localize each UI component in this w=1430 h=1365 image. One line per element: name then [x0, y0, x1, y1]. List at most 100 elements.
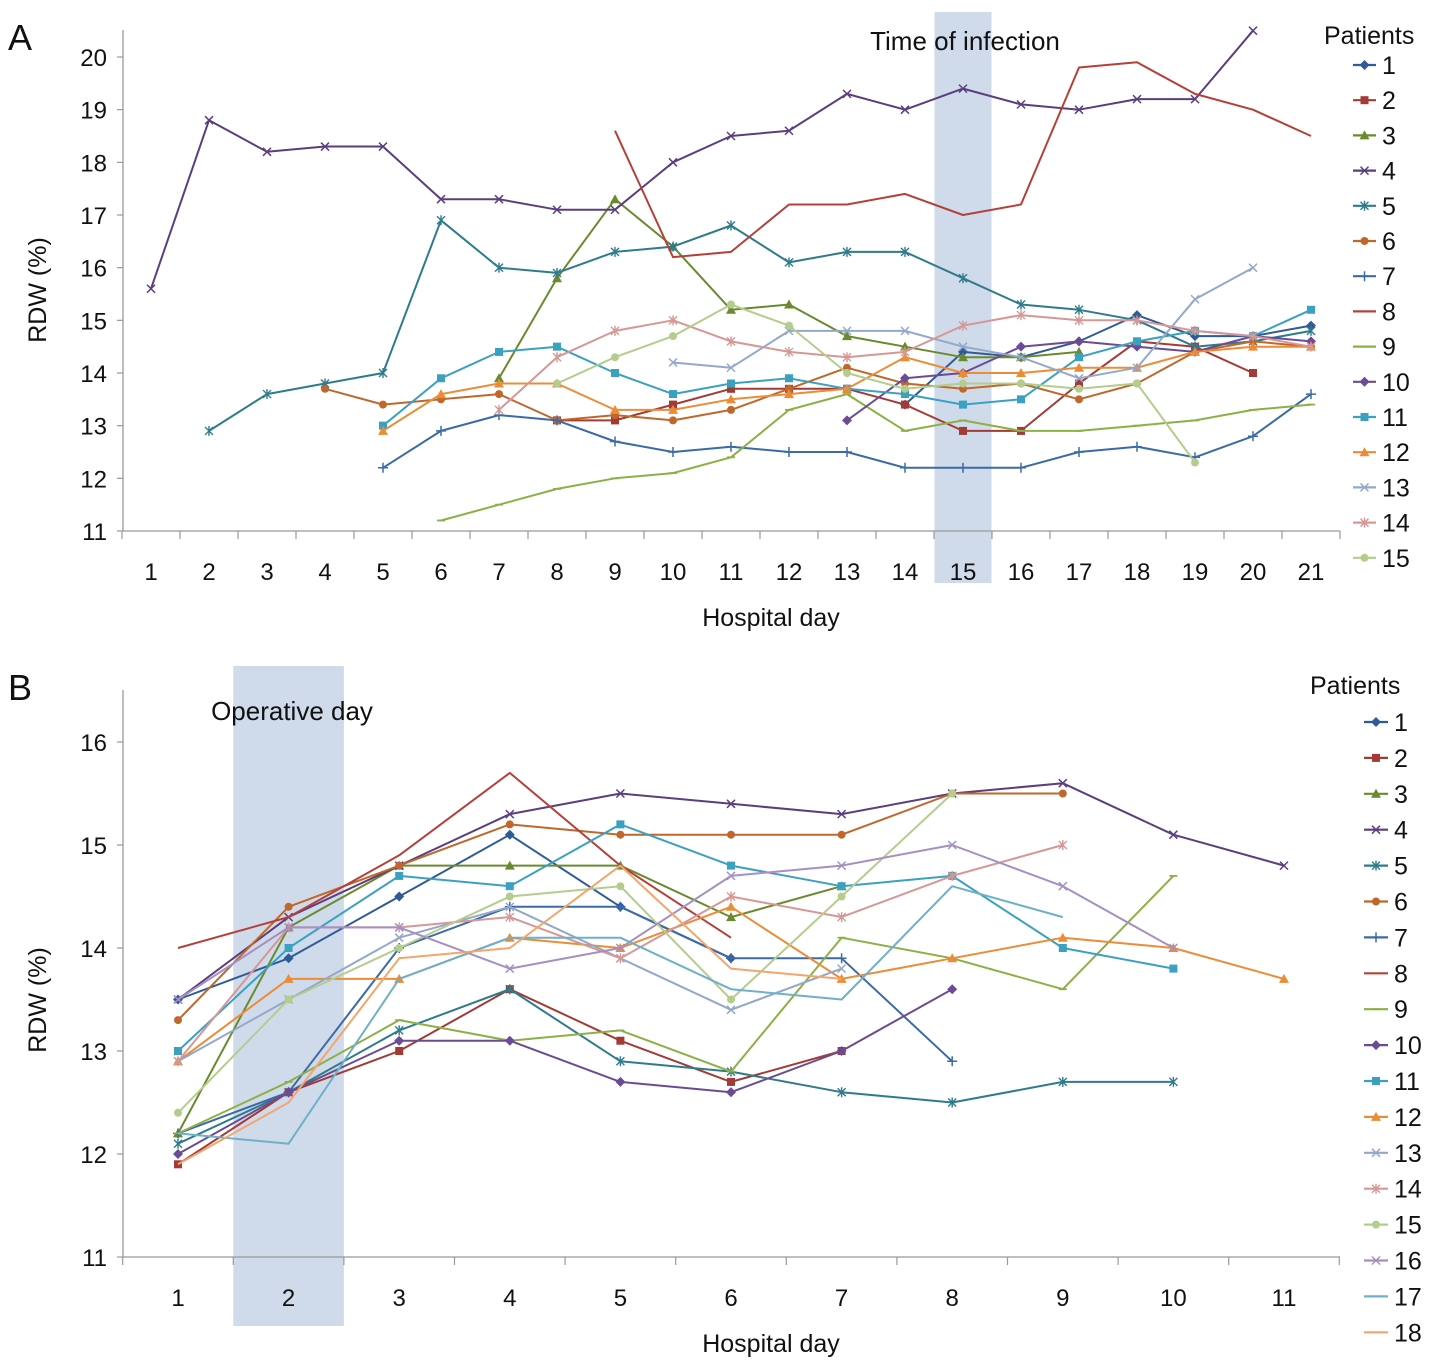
panel-b-legend-item-16: 16: [1364, 1248, 1422, 1276]
panel-a-series-11-point: [727, 379, 735, 388]
panel-a-series-7-point: [784, 447, 794, 457]
panel-b-series-16-point: [284, 922, 294, 932]
panel-b-series-15: [174, 789, 957, 1117]
panel-a-letter: A: [8, 17, 32, 58]
panel-a-series-11-point: [1133, 337, 1141, 346]
panel-a-series-4-point: [958, 84, 968, 94]
panel-a-series-14-point: [1132, 315, 1142, 326]
panel-b-series-6-point: [284, 902, 293, 911]
panel-a-legend-marker: [1360, 413, 1369, 421]
panel-a-y-tick-label: 13: [80, 414, 107, 441]
panel-b-letter: B: [8, 667, 32, 708]
panel-a-legend-marker: [1359, 482, 1370, 492]
panel-b-series-4-point: [1168, 830, 1178, 840]
panel-b-series-11-point: [727, 861, 735, 870]
panel-a-series-11-point: [785, 374, 793, 383]
panel-b-x-tick-label: 4: [503, 1285, 516, 1312]
panel-a-series-4-point: [1248, 26, 1258, 36]
panel-b-series-15-point: [837, 892, 846, 901]
panel-a-legend-item-10: 10: [1353, 369, 1410, 397]
panel-a-series-15-point: [959, 379, 967, 388]
panel-a-series-11-point: [901, 390, 909, 399]
panel-b-series-16-point: [947, 840, 957, 850]
panel-a-series-5-point: [552, 267, 562, 278]
panel-b-series-11-point: [395, 871, 404, 880]
panel-a-legend-marker: [1360, 517, 1369, 528]
panel-b-legend-label: 11: [1394, 1068, 1420, 1096]
panel-a-series-4-point: [378, 142, 388, 152]
panel-a-series-6-point: [727, 405, 735, 414]
panel-a-x-tick-label: 4: [318, 559, 331, 586]
panel-a-x-tick-label: 21: [1298, 559, 1325, 586]
panel-b-series-10-point: [836, 1046, 847, 1056]
panel-a-series-7-point: [958, 462, 968, 473]
panel-b-series-16-point: [615, 943, 625, 953]
panel-b-series-8-line: [177, 771, 732, 949]
panel-b-series-1-point: [283, 953, 294, 964]
panel-b-series-2-point: [395, 1047, 404, 1055]
panel-b-series-11-point: [284, 944, 293, 952]
panel-b-legend-item-10: 10: [1364, 1032, 1422, 1060]
panel-a-series-3-point: [842, 331, 852, 341]
panel-b-legend-marker: [1372, 1077, 1380, 1085]
panel-b-series-13-point: [726, 1005, 736, 1015]
panel-b-series-16-point: [505, 964, 515, 974]
panel-a-legend-label: 12: [1382, 439, 1410, 467]
panel-a-x-tick-label: 1: [144, 559, 157, 586]
panel-a-series-5-point: [1016, 299, 1026, 310]
panel-a-series-14-point: [552, 352, 562, 363]
panel-b-legend-marker: [1371, 717, 1381, 727]
panel-b-x-tick-label: 10: [1160, 1285, 1187, 1312]
panel-b-series-15-point: [948, 789, 957, 798]
panel-a-series-6-point: [495, 390, 503, 399]
panel-a-series-4-point: [262, 147, 272, 157]
panel-b-series-11-point: [174, 1047, 182, 1055]
panel-b-series-14-point: [505, 912, 515, 923]
panel-a-legend-marker: [1360, 200, 1369, 211]
panel-a-series-7-point: [378, 462, 388, 473]
panel-a-legend-marker: [1360, 553, 1369, 562]
panel-b-series-14-point: [1058, 840, 1068, 850]
panel-a-series-3-point: [494, 373, 504, 383]
panel-a-legend-marker: [1359, 130, 1370, 140]
panel-a-legend-label: 11: [1382, 404, 1408, 432]
panel-a-series-7-point: [726, 441, 736, 452]
panel-a-series-5-point: [204, 425, 214, 436]
panel-b-series-12-point: [726, 901, 736, 911]
panel-a-series-13-point: [668, 357, 678, 367]
panel-b-legend-marker: [1371, 1111, 1381, 1121]
panel-b-y-axis-title: RDW (%): [24, 947, 52, 1053]
panel-a-x-tick-label: 2: [202, 559, 215, 586]
panel-b-series-7-point: [615, 901, 626, 912]
panel-b-series-12-point: [1279, 973, 1289, 983]
panel-a-x-tick-label: 14: [892, 559, 919, 586]
panel-a-series-13-point: [726, 363, 736, 373]
panel-a-x-tick-label: 19: [1182, 559, 1209, 586]
panel-a-x-tick-label: 8: [550, 559, 563, 586]
panel-a-series-9-line: [440, 393, 1312, 522]
panel-a-y-tick-label: 20: [80, 45, 107, 72]
panel-a-series-5-point: [494, 262, 504, 273]
panel-b-x-tick-label: 9: [1056, 1285, 1069, 1312]
panel-b-series-14-point: [947, 870, 957, 881]
panel-a-series-11-point: [553, 342, 561, 351]
panel-a-legend-item-4: 4: [1353, 158, 1396, 186]
panel-a-series-12-point: [726, 394, 736, 404]
panel-a-series-15-point: [785, 321, 793, 330]
panel-a-series-6-point: [785, 384, 793, 393]
panel-a-legend-marker: [1360, 237, 1369, 245]
panel-a-series-11-point: [1075, 353, 1083, 362]
panel-b-series-16-point: [1168, 943, 1178, 953]
panel-b-series-6-point: [505, 820, 514, 829]
panel-a-series-11-point: [495, 347, 503, 356]
panel-a-x-tick-label: 12: [776, 559, 803, 586]
panel-a-series-15-point: [669, 332, 677, 341]
panel-a-series-5-point: [958, 273, 968, 284]
panel-b-series-12-point: [947, 953, 958, 963]
panel-b-series-10-point: [394, 1035, 405, 1046]
panel-b-legend-marker: [1372, 753, 1380, 762]
panel-a-series-5-point: [262, 389, 272, 400]
panel-a-series-4-point: [494, 194, 504, 204]
panel-b-legend-marker: [1372, 897, 1380, 906]
panel-a-x-tick-label: 5: [376, 559, 389, 586]
